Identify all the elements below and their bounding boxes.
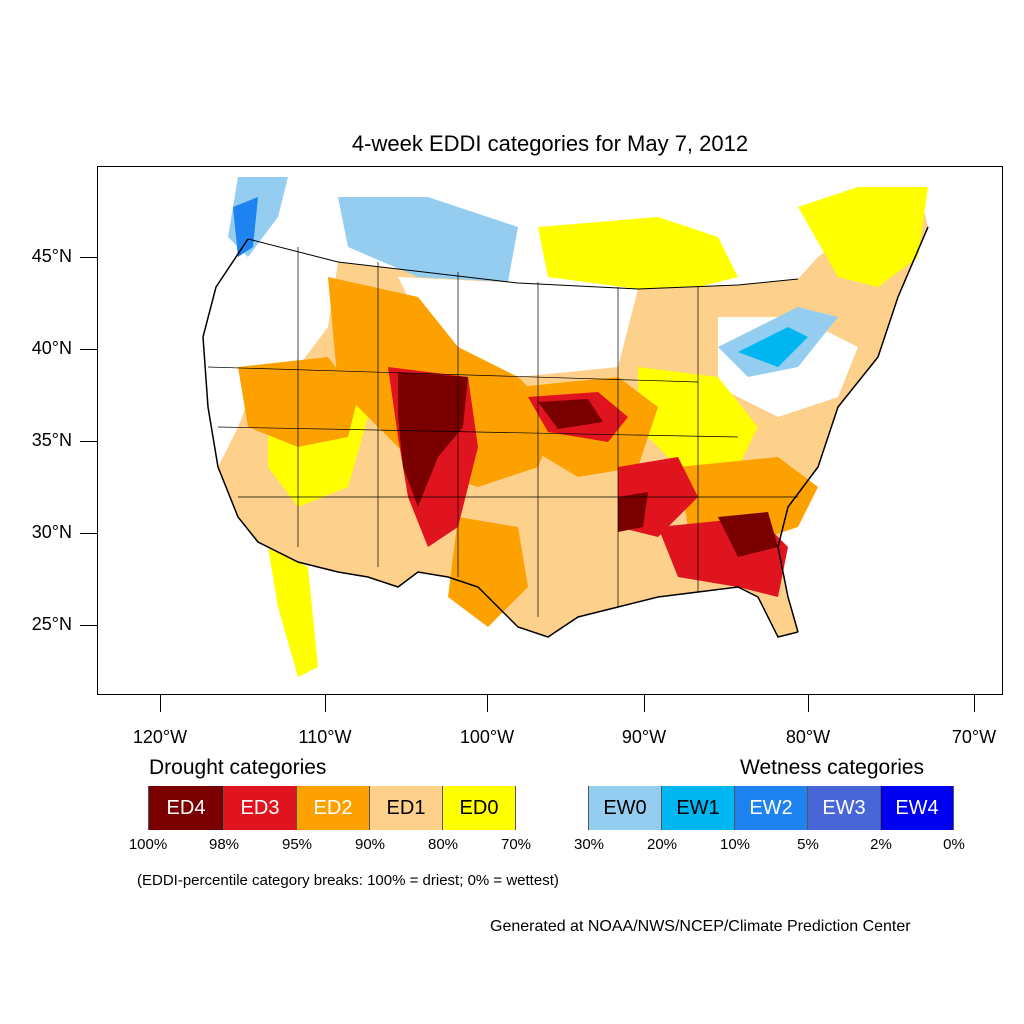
ew1-great-lakes: [738, 327, 808, 367]
lon-tick: [974, 695, 975, 712]
credit-line: Generated at NOAA/NWS/NCEP/Climate Predi…: [490, 918, 911, 935]
legend-break-label: 0%: [943, 836, 965, 853]
lon-tick: [325, 695, 326, 712]
lat-label-25: 25°N: [31, 614, 72, 634]
legend-swatch-ed0: ED0: [443, 786, 516, 830]
wetness-heading: Wetness categories: [740, 756, 925, 779]
lon-tick: [808, 695, 809, 712]
legend-break-label: 5%: [797, 836, 819, 853]
lat-label-30: 30°N: [31, 522, 72, 542]
lat-tick: [80, 533, 97, 534]
legend-swatch-ed1: ED1: [370, 786, 443, 830]
coastline: [202, 226, 929, 633]
ed4-arkansas: [618, 492, 648, 532]
lat-label-40: 40°N: [31, 338, 72, 358]
legend-break-label: 80%: [427, 836, 459, 853]
northwest-neutral-region: [203, 239, 338, 467]
legend-break-label: 30%: [573, 836, 605, 853]
ed4-iowa: [538, 399, 603, 429]
legend-break-label: 90%: [354, 836, 386, 853]
legend-swatch-neutral: [516, 786, 589, 830]
category-note: (EDDI-percentile category breaks: 100% =…: [137, 872, 559, 889]
lat-tick: [80, 349, 97, 350]
lat-tick: [80, 441, 97, 442]
lat-tick: [80, 625, 97, 626]
lon-tick: [487, 695, 488, 712]
lon-label-80w: 80°W: [785, 727, 831, 747]
state-borders: [207, 247, 798, 617]
ed4-wyoming: [398, 372, 468, 507]
legend-swatch-ed2: ED2: [297, 786, 370, 830]
ed2-texas: [448, 517, 528, 627]
lon-tick: [160, 695, 161, 712]
map-title: 4-week EDDI categories for May 7, 2012: [351, 131, 749, 156]
legend-swatch-ed3: ED3: [224, 786, 297, 830]
legend-break-label: 20%: [646, 836, 678, 853]
lon-label-120w: 120°W: [132, 727, 188, 747]
legend-swatch-ed4: ED4: [148, 786, 224, 830]
legend-color-bar: ED4 ED3 ED2 ED1 ED0 EW0 EW1 EW2 EW3 EW4: [148, 786, 954, 830]
lon-label-70w: 70°W: [951, 727, 997, 747]
ed0-baja: [268, 547, 318, 677]
us-border: [247, 238, 799, 290]
ew-montana: [338, 197, 518, 282]
drought-heading: Drought categories: [149, 756, 327, 779]
gulf-coast: [202, 336, 799, 638]
ed4-southeast: [718, 512, 778, 557]
legend-swatch-ew2: EW2: [735, 786, 808, 830]
legend-swatch-ew3: EW3: [808, 786, 881, 830]
lat-tick: [80, 257, 97, 258]
ew2-washington: [233, 197, 258, 257]
legend-break-label: 98%: [208, 836, 240, 853]
lon-label-110w: 110°W: [298, 727, 352, 747]
ed0-northeast: [798, 187, 928, 287]
legend-swatch-ew0: EW0: [589, 786, 662, 830]
legend-swatch-ew4: EW4: [881, 786, 954, 830]
lon-label-90w: 90°W: [621, 727, 667, 747]
legend-break-label: 100%: [128, 836, 168, 853]
lon-tick: [644, 695, 645, 712]
legend-break-label: 70%: [500, 836, 532, 853]
lat-label-35: 35°N: [31, 430, 72, 450]
lat-label-45: 45°N: [31, 246, 72, 266]
ed0-north: [538, 217, 738, 289]
legend-break-label: 10%: [719, 836, 751, 853]
legend-break-label: 2%: [870, 836, 892, 853]
lon-label-100w: 100°W: [459, 727, 515, 747]
legend-break-label: 95%: [281, 836, 313, 853]
eddi-map: [97, 166, 1003, 695]
legend-swatch-ew1: EW1: [662, 786, 735, 830]
